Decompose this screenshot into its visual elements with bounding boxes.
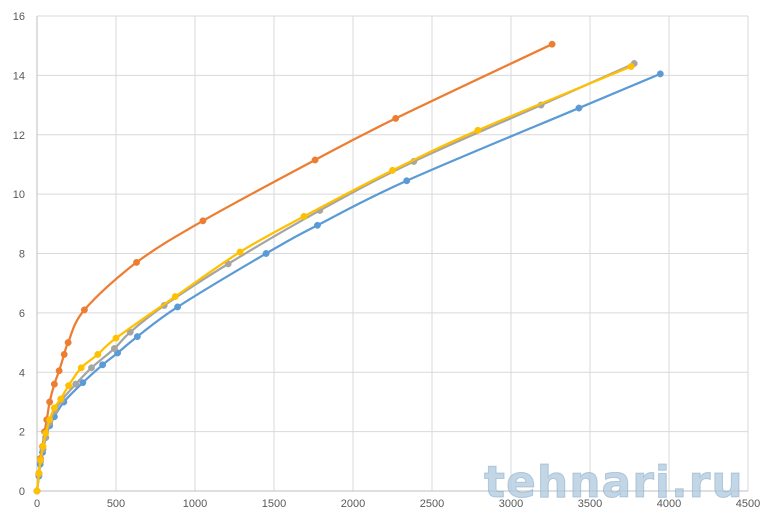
series-1-point-6 (46, 398, 54, 406)
series-1-point-14 (311, 156, 319, 164)
y-tick-labels: 0 2 4 6 8 10 12 14 16 (13, 11, 25, 498)
series-0-point-12 (174, 303, 182, 311)
series-0-point-17 (656, 70, 664, 78)
x-tick-label: 2000 (341, 498, 365, 510)
series-3-point-0 (33, 487, 41, 495)
series-3-point-16 (474, 126, 482, 134)
series-3-point-9 (77, 364, 85, 372)
series-3-point-3 (39, 443, 47, 450)
series-0-point-16 (575, 104, 583, 112)
x-tick-label: 4000 (657, 498, 681, 510)
series-3-point-4 (42, 429, 50, 437)
series-3-point-1 (35, 469, 43, 477)
x-tick-label: 2500 (420, 498, 444, 510)
series-0-point-13 (262, 250, 270, 257)
series-3 (33, 63, 635, 495)
series-1-point-9 (60, 350, 68, 358)
series-0-point-14 (314, 221, 321, 229)
series-2-point-8 (72, 380, 80, 388)
series-1-point-13 (199, 217, 207, 225)
y-tick-label: 14 (13, 70, 25, 82)
y-tick-label: 0 (19, 486, 25, 498)
series-2-point-10 (110, 345, 118, 352)
y-tick-label: 16 (13, 11, 25, 23)
series-3-point-2 (37, 456, 44, 464)
y-tick-label: 2 (19, 427, 25, 439)
series-group (33, 40, 664, 495)
series-3-point-12 (171, 293, 179, 300)
y-tick-label: 4 (19, 367, 25, 379)
series-1-point-7 (50, 380, 58, 388)
series-2-point-9 (88, 364, 95, 372)
series-3-point-7 (57, 395, 65, 403)
series-3-point-5 (46, 416, 54, 424)
series-3-point-6 (50, 404, 58, 412)
series-3-point-15 (389, 166, 396, 174)
x-tick-label: 1000 (183, 498, 207, 510)
x-tick-labels: 0 500 1000 1500 2000 2500 3000 3500 4000 4500 (34, 498, 760, 510)
series-1-point-8 (55, 367, 63, 375)
series-0-point-9 (99, 361, 107, 369)
y-tick-label: 6 (19, 308, 25, 320)
x-tick-label: 0 (34, 498, 40, 510)
series-1-point-12 (133, 258, 140, 266)
series-1-point-11 (80, 306, 88, 314)
series-0-point-15 (403, 177, 411, 185)
x-tick-label: 500 (107, 498, 125, 510)
series-1-point-10 (64, 339, 72, 347)
watermark: tehnari.ru (484, 457, 744, 508)
y-tick-label: 12 (13, 130, 25, 142)
series-3-point-13 (236, 248, 244, 256)
series-0-point-11 (133, 333, 141, 341)
x-tick-label: 4500 (736, 498, 760, 510)
series-3-point-11 (112, 334, 120, 342)
series-3-point-17 (627, 63, 635, 70)
x-tick-label: 3000 (499, 498, 523, 510)
x-tick-label: 3500 (578, 498, 602, 510)
y-tick-label: 10 (13, 189, 25, 201)
series-0-point-8 (79, 379, 87, 387)
series-3-point-8 (65, 382, 73, 390)
axes (36, 16, 748, 492)
series-1-point-16 (548, 40, 556, 48)
series-1-point-15 (392, 114, 400, 122)
series-3-point-14 (300, 212, 308, 220)
series-3-point-10 (94, 350, 102, 358)
y-tick-label: 8 (19, 249, 25, 261)
x-tick-label: 1500 (262, 498, 286, 510)
